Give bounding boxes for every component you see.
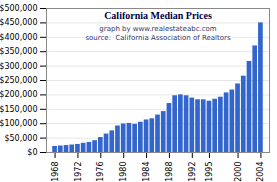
svg-text:1980: 1980 [119, 162, 128, 182]
svg-text:$0: $0 [27, 148, 37, 157]
svg-text:1992: 1992 [188, 162, 197, 182]
svg-text:$50,000: $50,000 [4, 134, 37, 143]
svg-text:1988: 1988 [165, 162, 174, 182]
svg-text:1984: 1984 [142, 162, 151, 182]
svg-text:$300,000: $300,000 [0, 62, 38, 71]
svg-text:$250,000: $250,000 [0, 76, 38, 85]
svg-text:2000: 2000 [234, 162, 243, 182]
svg-text:$100,000: $100,000 [0, 119, 38, 128]
svg-text:1972: 1972 [74, 162, 83, 182]
svg-text:California Median Prices: California Median Prices [104, 10, 212, 21]
svg-text:$400,000: $400,000 [0, 33, 38, 42]
svg-text:$500,000: $500,000 [0, 4, 38, 13]
svg-text:1976: 1976 [96, 162, 105, 182]
svg-text:graph by www.realestateabc.com: graph by www.realestateabc.com [99, 25, 217, 33]
svg-text:source: California Associatio: source: California Association of Realto… [85, 34, 231, 42]
svg-text:1968: 1968 [51, 162, 60, 182]
svg-text:$150,000: $150,000 [0, 105, 38, 114]
svg-text:2004: 2004 [256, 162, 265, 182]
svg-text:$200,000: $200,000 [0, 90, 38, 99]
svg-text:$350,000: $350,000 [0, 47, 38, 56]
svg-text:$450,000: $450,000 [0, 18, 38, 27]
svg-text:1995: 1995 [205, 162, 214, 182]
